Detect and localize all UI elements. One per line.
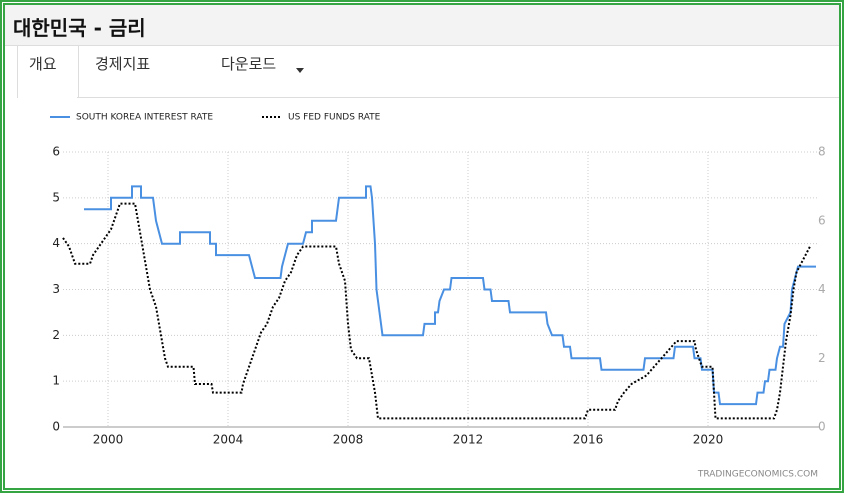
x-tick-label: 2000 [93,433,124,447]
tab[interactable]: 다운로드 [221,55,277,73]
page-title: 대한민국 - 금리 [13,16,146,40]
header: 대한민국 - 금리 [5,5,839,46]
tab[interactable]: 경제지표 [95,55,151,73]
x-tick-label: 2004 [213,433,244,447]
x-tick-label: 2012 [453,433,484,447]
y-tick-label: 0 [52,420,60,434]
tab[interactable]: 개요 [29,55,57,73]
y2-tick-label: 6 [818,213,826,227]
x-tick-label: 2016 [573,433,604,447]
series-line [84,185,816,406]
y-tick-label: 2 [52,328,60,342]
y2-tick-label: 2 [818,351,826,365]
dropdown-caret [296,68,304,73]
y-tick-label: 6 [52,145,60,159]
y-tick-label: 5 [52,190,60,204]
x-tick-label: 2020 [693,433,724,447]
y2-tick-label: 8 [818,145,826,159]
y2-tick-label: 4 [818,282,826,296]
tab-divider [77,97,839,98]
x-tick-label: 2008 [333,433,364,447]
active-tab [17,46,79,98]
legend-label: US FED FUNDS RATE [288,113,381,123]
y-tick-label: 3 [52,282,60,296]
legend-label: SOUTH KOREA INTEREST RATE [76,113,213,123]
series-line [62,202,811,420]
y2-tick-label: 0 [818,420,826,434]
y-tick-label: 1 [52,374,60,388]
watermark: TRADINGECONOMICS.COM [697,470,818,480]
y-tick-label: 4 [52,236,60,250]
